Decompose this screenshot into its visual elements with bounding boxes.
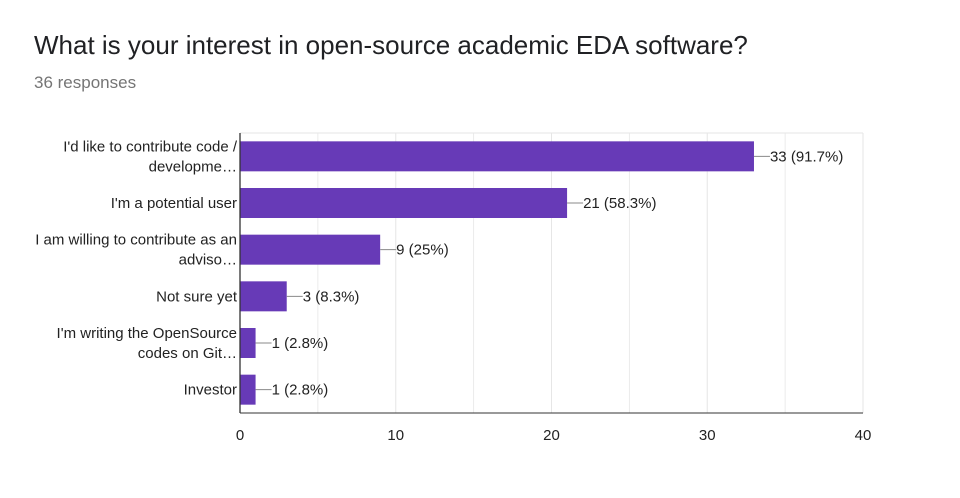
x-tick-label: 10 bbox=[387, 427, 404, 444]
category-label: I'd like to contribute code / bbox=[63, 138, 238, 155]
bar bbox=[240, 374, 256, 405]
data-label: 33 (91.7%) bbox=[770, 148, 843, 165]
data-label: 9 (25%) bbox=[396, 242, 449, 259]
bar bbox=[240, 281, 287, 312]
grid-lines bbox=[240, 132, 864, 413]
x-tick-label: 40 bbox=[855, 427, 872, 444]
response-count: 36 responses bbox=[34, 73, 137, 92]
x-tick-label: 20 bbox=[543, 427, 560, 444]
axes bbox=[239, 133, 863, 414]
category-label: Not sure yet bbox=[156, 288, 238, 305]
category-label: adviso… bbox=[179, 252, 237, 269]
category-label: I'm writing the OpenSource bbox=[57, 325, 237, 342]
data-label: 1 (2.8%) bbox=[272, 335, 329, 352]
bar bbox=[240, 188, 568, 218]
data-label: 21 (58.3%) bbox=[583, 195, 656, 212]
bars bbox=[240, 141, 770, 405]
bar bbox=[240, 234, 381, 265]
category-label: I'm a potential user bbox=[111, 195, 237, 212]
category-label: I am willing to contribute as an bbox=[35, 232, 237, 249]
data-label: 3 (8.3%) bbox=[303, 288, 360, 305]
bar bbox=[240, 141, 754, 172]
chart-title: What is your interest in open-source aca… bbox=[34, 30, 748, 60]
category-label: Investor bbox=[184, 382, 237, 399]
category-label: developme… bbox=[149, 158, 237, 175]
bar bbox=[240, 328, 256, 358]
category-label: codes on Git… bbox=[138, 345, 237, 362]
x-tick-label: 0 bbox=[236, 427, 244, 444]
data-label: 1 (2.8%) bbox=[272, 382, 329, 399]
labels: 33 (91.7%) I'd like to contribute code / d… bbox=[35, 138, 871, 444]
x-tick-label: 30 bbox=[699, 427, 716, 444]
